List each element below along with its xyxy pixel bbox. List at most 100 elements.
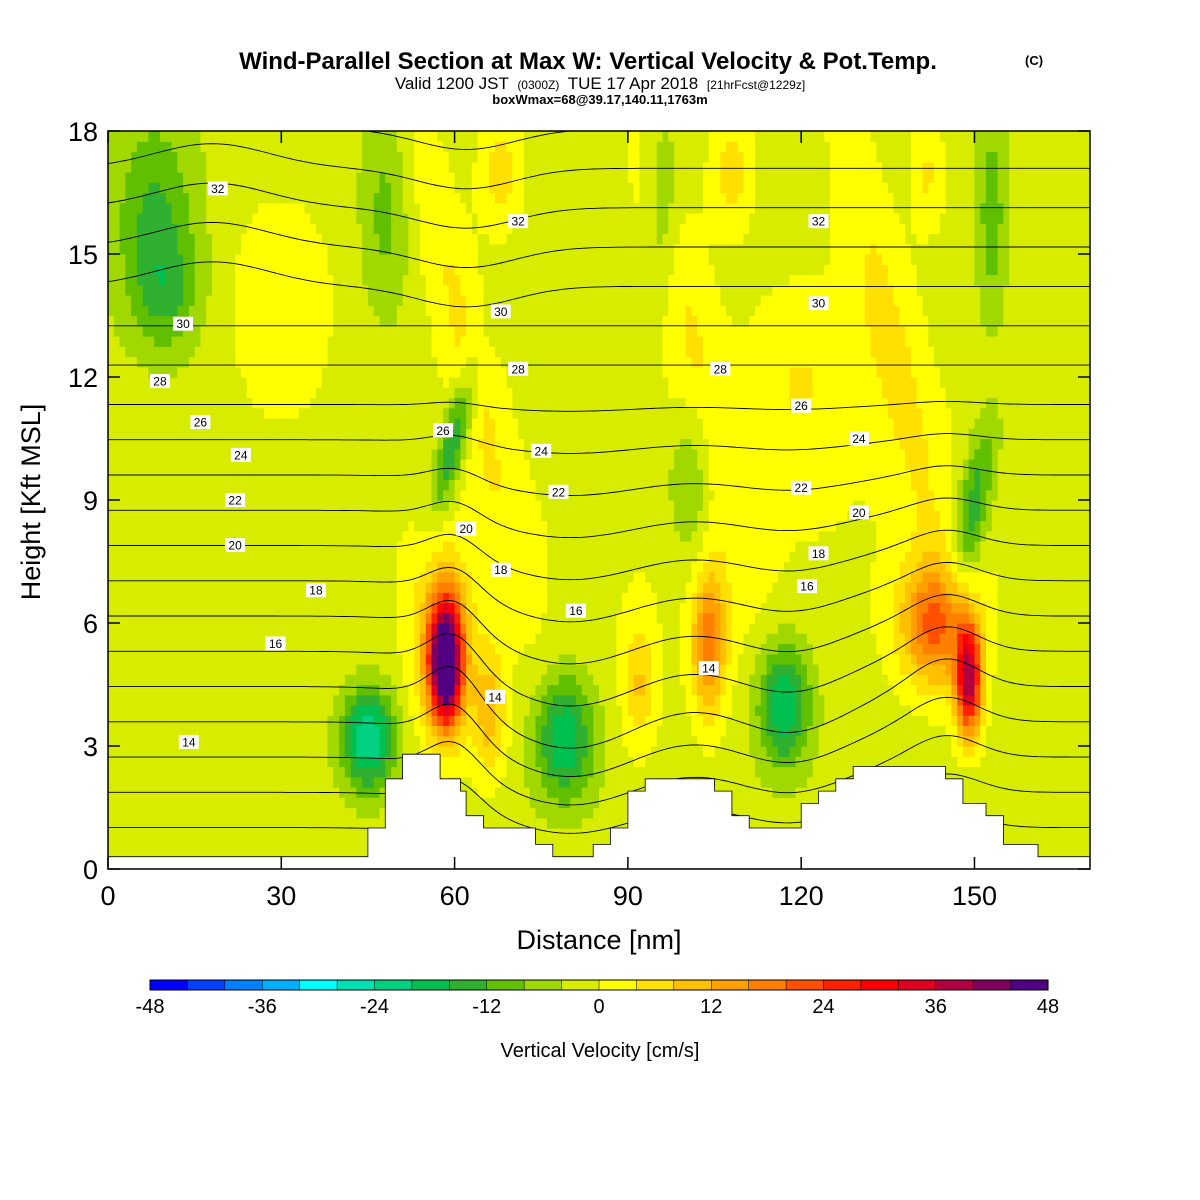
velocity-cell (1038, 684, 1045, 696)
velocity-cell (835, 643, 843, 655)
velocity-cell (298, 582, 305, 593)
velocity-cell (1032, 674, 1039, 686)
velocity-cell (154, 602, 161, 614)
velocity-cell (789, 674, 796, 686)
velocity-cell (315, 735, 323, 747)
velocity-cell (159, 797, 167, 809)
velocity-cell (564, 705, 571, 716)
velocity-cell (991, 633, 999, 645)
velocity-cell (945, 694, 952, 706)
velocity-cell (188, 633, 196, 645)
velocity-cell (506, 623, 513, 634)
velocity-cell (593, 705, 600, 716)
velocity-cell (541, 684, 548, 696)
velocity-cell (188, 725, 196, 737)
velocity-cell (864, 664, 872, 675)
velocity-cell (483, 653, 490, 665)
velocity-cell (1032, 756, 1039, 768)
velocity-cell (806, 571, 814, 583)
velocity-cell (1061, 797, 1068, 809)
velocity-cell (668, 643, 675, 655)
velocity-cell (275, 684, 282, 696)
velocity-cell (171, 582, 178, 593)
velocity-cell (339, 674, 346, 686)
velocity-cell (905, 582, 912, 593)
velocity-cell (1032, 817, 1039, 829)
velocity-cell (154, 582, 161, 593)
velocity-cell (818, 602, 825, 614)
velocity-cell (980, 674, 987, 686)
velocity-cell (362, 684, 369, 696)
velocity-cell (708, 643, 716, 655)
velocity-cell (240, 674, 248, 686)
velocity-cell (731, 571, 739, 583)
velocity-cell (587, 643, 594, 655)
velocity-cell (500, 787, 508, 798)
velocity-cell (315, 592, 323, 604)
velocity-cell (108, 592, 115, 604)
velocity-cell (165, 592, 173, 604)
velocity-cell (951, 612, 958, 624)
velocity-cell (211, 776, 219, 788)
velocity-cell (512, 735, 519, 747)
velocity-cell (235, 684, 242, 696)
velocity-cell (558, 582, 565, 593)
velocity-cell (108, 828, 115, 839)
velocity-cell (795, 592, 802, 604)
velocity-cell (928, 612, 935, 624)
velocity-cell (252, 592, 259, 604)
velocity-cell (876, 633, 883, 645)
velocity-cell (495, 602, 502, 614)
velocity-cell (373, 746, 381, 757)
velocity-cell (622, 684, 629, 696)
velocity-cell (281, 776, 288, 788)
velocity-cell (159, 612, 167, 624)
velocity-cell (934, 684, 941, 696)
velocity-cell (997, 725, 1004, 737)
velocity-cell (627, 746, 635, 757)
velocity-cell (408, 612, 415, 624)
velocity-cell (466, 787, 473, 798)
velocity-cell (206, 848, 213, 860)
velocity-cell (824, 571, 831, 583)
velocity-cell (425, 715, 433, 727)
velocity-cell (252, 725, 259, 737)
velocity-cell (217, 766, 225, 778)
velocity-cell (974, 612, 981, 624)
velocity-cell (610, 643, 617, 655)
velocity-cell (200, 848, 207, 860)
velocity-cell (962, 612, 970, 624)
velocity-cell (119, 664, 126, 675)
velocity-cell (997, 735, 1004, 747)
velocity-cell (159, 838, 167, 850)
velocity-cell (656, 571, 664, 583)
velocity-cell (587, 746, 594, 757)
velocity-cell (910, 623, 918, 634)
velocity-cell (258, 746, 265, 757)
velocity-cell (454, 725, 461, 737)
velocity-cell (830, 705, 837, 716)
velocity-cell (731, 623, 739, 634)
velocity-cell (298, 766, 305, 778)
velocity-cell (870, 602, 877, 614)
velocity-cell (812, 653, 820, 665)
velocity-cell (188, 612, 196, 624)
velocity-cell (1038, 633, 1045, 645)
velocity-cell (414, 592, 421, 604)
velocity-cell (333, 848, 340, 860)
velocity-cell (333, 602, 340, 614)
velocity-cell (275, 817, 282, 829)
velocity-cell (431, 643, 438, 655)
velocity-cell (177, 715, 184, 727)
velocity-cell (258, 848, 265, 860)
velocity-cell (760, 694, 768, 706)
velocity-cell (506, 705, 513, 716)
velocity-cell (708, 746, 716, 757)
velocity-cell (1043, 756, 1051, 768)
velocity-cell (113, 746, 121, 757)
velocity-cell (396, 715, 404, 727)
velocity-cell (1003, 705, 1010, 716)
velocity-cell (1061, 684, 1068, 696)
velocity-cell (1055, 623, 1062, 634)
velocity-cell (887, 643, 895, 655)
